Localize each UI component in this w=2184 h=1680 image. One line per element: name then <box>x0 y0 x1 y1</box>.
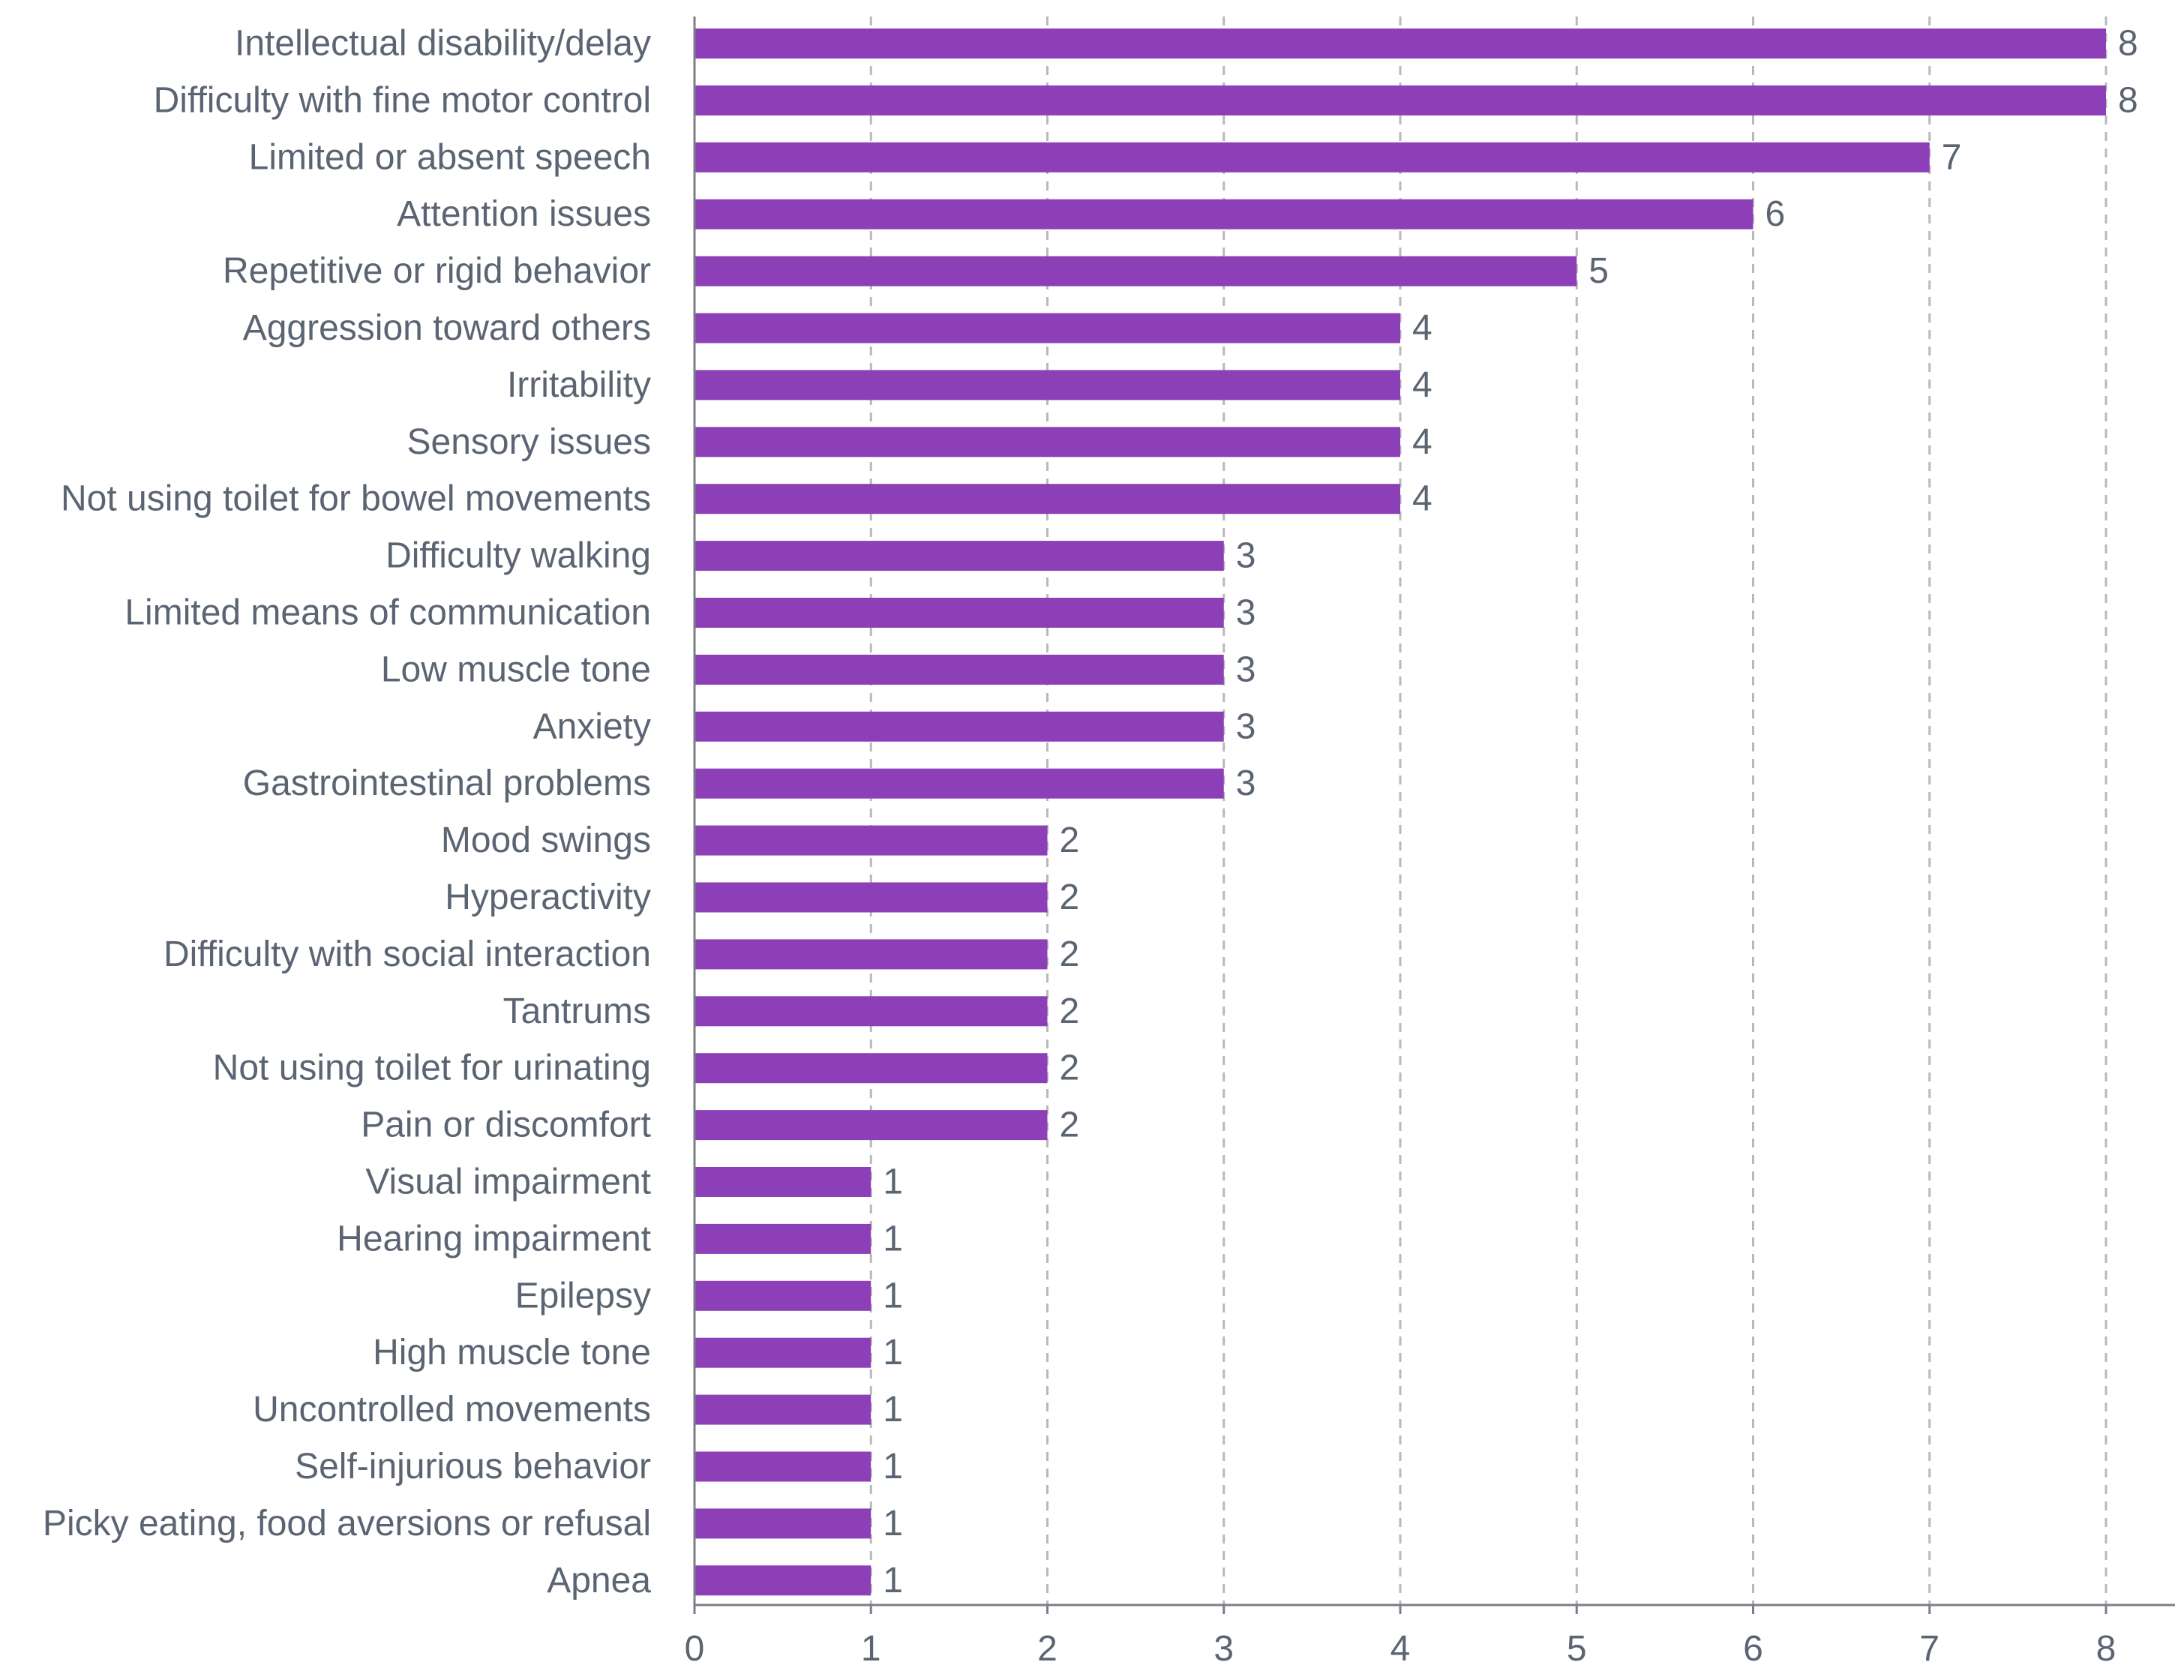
category-label: Self-injurious behavior <box>295 1447 651 1486</box>
x-tick-label: 0 <box>685 1629 705 1669</box>
bar-25 <box>694 1394 872 1425</box>
data-label: 3 <box>1236 706 1256 746</box>
axes <box>693 16 2175 1614</box>
data-label: 1 <box>883 1504 903 1544</box>
gridlines <box>869 16 2108 1605</box>
category-label: Pain or discomfort <box>361 1106 651 1145</box>
category-label: Aggression toward others <box>243 308 651 348</box>
data-label: 4 <box>1412 422 1432 462</box>
bar-9 <box>694 484 1400 514</box>
category-label: Apnea <box>547 1561 651 1600</box>
data-label: 1 <box>883 1219 903 1258</box>
bar-26 <box>694 1451 872 1482</box>
data-label: 5 <box>1588 251 1609 291</box>
category-label: Not using toilet for bowel movements <box>61 479 651 519</box>
data-label: 4 <box>1412 308 1432 348</box>
data-label: 3 <box>1236 650 1256 689</box>
bar-1 <box>694 28 2106 58</box>
category-label: Low muscle tone <box>381 650 651 689</box>
category-label: Difficulty walking <box>386 536 651 576</box>
bar-7 <box>694 370 1400 400</box>
x-tick-label: 1 <box>861 1629 881 1669</box>
bar-3 <box>694 142 1930 172</box>
data-label: 1 <box>883 1276 903 1316</box>
category-label: Repetitive or rigid behavior <box>223 251 651 291</box>
bar-8 <box>694 427 1400 458</box>
bar-20 <box>694 1110 1048 1141</box>
data-label: 2 <box>1060 820 1080 860</box>
category-label: Tantrums <box>503 992 651 1031</box>
x-tick-label: 5 <box>1567 1629 1587 1669</box>
data-label: 2 <box>1060 878 1080 917</box>
data-label: 1 <box>883 1162 903 1202</box>
category-label: Limited means of communication <box>124 593 651 633</box>
category-label: Hyperactivity <box>445 878 651 917</box>
category-label: Limited or absent speech <box>249 137 651 177</box>
category-label: Mood swings <box>441 820 651 860</box>
bars <box>694 28 2106 1596</box>
category-label: Visual impairment <box>365 1162 651 1202</box>
category-label: Uncontrolled movements <box>253 1390 651 1430</box>
category-label: Intellectual disability/delay <box>235 24 651 64</box>
bar-5 <box>694 256 1577 286</box>
data-label: 1 <box>883 1333 903 1372</box>
data-label: 1 <box>883 1390 903 1430</box>
x-tick-label: 6 <box>1743 1629 1763 1669</box>
bar-11 <box>694 598 1224 628</box>
data-label: 6 <box>1766 194 1786 234</box>
category-label: Not using toilet for urinating <box>213 1048 651 1088</box>
data-label: 1 <box>883 1447 903 1486</box>
bar-19 <box>694 1053 1048 1084</box>
bar-24 <box>694 1337 872 1368</box>
bar-21 <box>694 1167 872 1197</box>
x-tick-label: 3 <box>1214 1629 1234 1669</box>
bar-13 <box>694 711 1224 742</box>
data-label: 8 <box>2118 80 2138 120</box>
data-label: 4 <box>1412 479 1432 519</box>
bar-16 <box>694 882 1048 913</box>
category-label: Attention issues <box>397 194 651 234</box>
data-label: 2 <box>1060 1048 1080 1088</box>
bar-23 <box>694 1280 872 1311</box>
x-tick-label: 7 <box>1919 1629 1940 1669</box>
data-label: 3 <box>1236 536 1256 576</box>
bar-2 <box>694 85 2106 116</box>
labels: Intellectual disability/delay 8 Difficulty… <box>43 24 2138 1670</box>
category-label: High muscle tone <box>373 1333 651 1372</box>
x-tick-label: 4 <box>1390 1629 1411 1669</box>
category-label: Irritability <box>507 365 651 405</box>
x-tick-label: 2 <box>1037 1629 1058 1669</box>
category-label: Hearing impairment <box>337 1219 651 1258</box>
data-label: 3 <box>1236 593 1256 633</box>
data-label: 2 <box>1060 992 1080 1031</box>
category-label: Epilepsy <box>515 1276 651 1316</box>
bar-4 <box>694 199 1754 230</box>
data-label: 2 <box>1060 934 1080 974</box>
bar-12 <box>694 654 1224 685</box>
bar-14 <box>694 768 1224 799</box>
x-tick-label: 8 <box>2096 1629 2116 1669</box>
data-label: 8 <box>2118 24 2138 64</box>
bar-6 <box>694 313 1400 344</box>
category-label: Gastrointestinal problems <box>243 764 651 803</box>
bar-22 <box>694 1223 872 1254</box>
bar-10 <box>694 541 1224 572</box>
bar-27 <box>694 1508 872 1539</box>
bar-17 <box>694 939 1048 970</box>
category-label: Sensory issues <box>407 422 651 462</box>
data-label: 2 <box>1060 1106 1080 1145</box>
data-label: 3 <box>1236 764 1256 803</box>
data-label: 1 <box>883 1561 903 1600</box>
data-label: 4 <box>1412 365 1432 405</box>
category-label: Picky eating, food aversions or refusal <box>43 1504 651 1544</box>
data-label: 7 <box>1942 137 1962 177</box>
category-label: Anxiety <box>533 706 651 746</box>
category-label: Difficulty with social interaction <box>164 934 651 974</box>
category-label: Difficulty with fine motor control <box>154 80 651 120</box>
bar-18 <box>694 996 1048 1027</box>
bar-15 <box>694 825 1048 856</box>
bar-28 <box>694 1565 872 1596</box>
